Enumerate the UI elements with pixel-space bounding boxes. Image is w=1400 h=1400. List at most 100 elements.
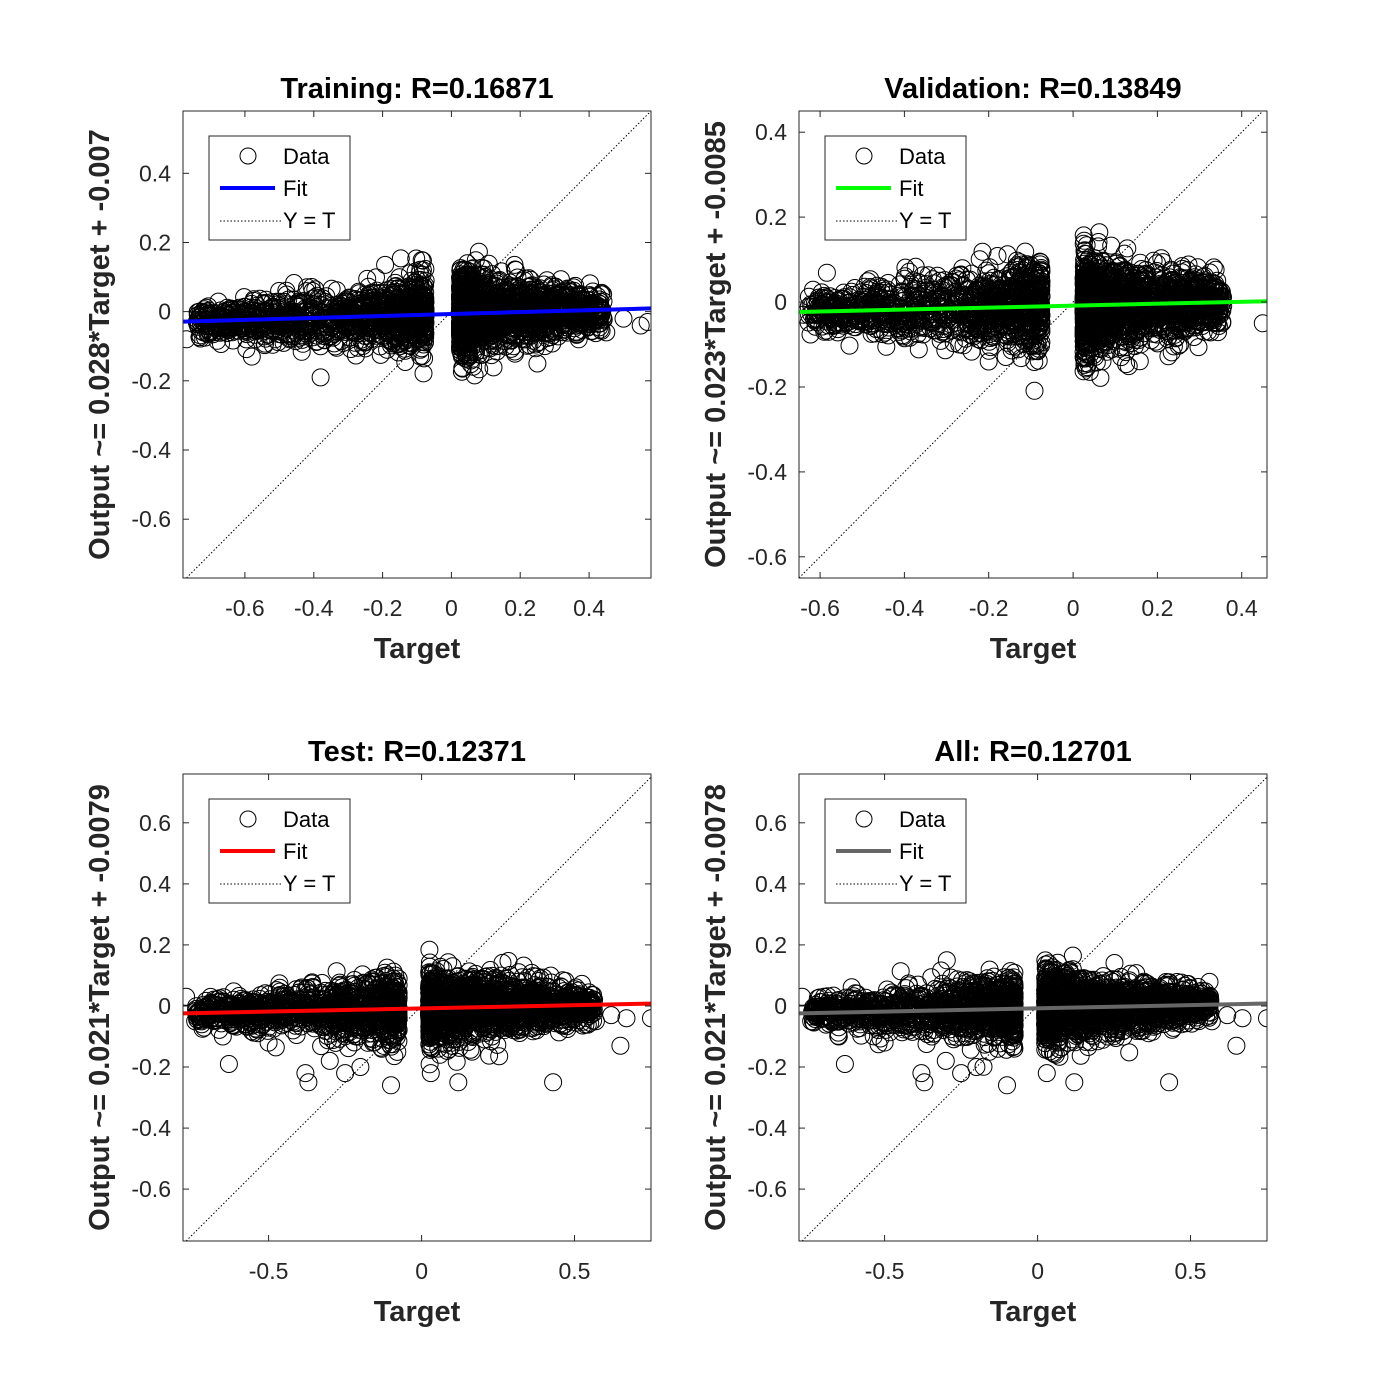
data-point-cloud — [367, 268, 385, 287]
data-point-cloud — [292, 342, 311, 361]
data-point-cloud — [355, 333, 374, 352]
y-tick-label: -0.4 — [131, 437, 171, 463]
data-point-cloud — [1007, 258, 1026, 277]
data-point-cloud — [506, 344, 524, 363]
data-point — [242, 347, 261, 366]
data-point-cloud — [1074, 226, 1093, 245]
x-tick-label: -0.4 — [294, 595, 334, 621]
data-point-cloud — [1102, 236, 1121, 255]
data-point-cloud — [453, 335, 471, 354]
data-point — [545, 319, 564, 338]
data-point-cloud — [307, 333, 326, 351]
data-point-cloud — [909, 340, 928, 359]
data-point-cloud — [877, 337, 896, 356]
plot-content — [183, 111, 651, 578]
data-point — [473, 316, 492, 335]
data-point-cloud — [189, 314, 208, 333]
data-point-cloud — [542, 277, 561, 296]
data-point — [521, 326, 540, 345]
y-tick-label: 0.4 — [139, 160, 171, 186]
data-point-cloud — [319, 310, 338, 329]
data-point-cloud — [953, 259, 972, 278]
data-point-cloud — [344, 302, 363, 321]
data-point-cloud — [413, 327, 432, 346]
y-tick-label: -0.2 — [131, 368, 171, 394]
data-point-cloud — [970, 250, 989, 269]
identity-line — [186, 111, 651, 578]
data-point — [346, 333, 365, 352]
data-point-cloud — [1012, 349, 1030, 368]
data-point-cloud — [391, 249, 410, 268]
data-point-cloud — [461, 355, 480, 374]
data-point-cloud — [315, 331, 334, 350]
data-point — [373, 326, 392, 345]
data-cloud — [188, 242, 613, 385]
data-point-cloud — [414, 364, 433, 383]
data-point — [194, 323, 213, 342]
data-point — [504, 323, 523, 342]
data-point-cloud — [303, 321, 322, 340]
data-point — [380, 295, 399, 314]
x-tick-label: -0.6 — [225, 595, 265, 621]
data-point-cloud — [346, 346, 365, 365]
data-point-cloud — [981, 338, 1000, 357]
data-point-cloud — [973, 242, 992, 261]
y-axis-label: Output ~= 0.028*Target + -0.007 — [84, 129, 116, 560]
data-point-cloud — [499, 305, 518, 324]
x-axis-label: Target — [374, 633, 461, 665]
data-point-cloud — [317, 287, 336, 306]
data-point-cloud — [817, 263, 836, 282]
data-point-cloud — [1032, 286, 1051, 305]
data-point-cloud — [246, 325, 265, 344]
data-point-cloud — [1031, 255, 1050, 274]
data-point-cloud — [538, 284, 557, 303]
data-point — [638, 313, 651, 331]
data-point-cloud — [415, 349, 434, 368]
data-point — [311, 368, 330, 387]
data-point-cloud — [412, 251, 431, 270]
data-point — [511, 292, 530, 311]
data-point-cloud — [390, 268, 409, 287]
data-point — [504, 337, 523, 356]
data-point-cloud — [861, 270, 880, 289]
data-point-cloud — [806, 306, 825, 324]
x-tick-label: 0 — [445, 595, 458, 621]
data-point-cloud — [515, 269, 534, 288]
data-point-cloud — [1171, 335, 1190, 354]
data-point-cloud — [543, 334, 562, 353]
data-point-cloud — [1077, 236, 1096, 255]
data-point — [480, 288, 499, 307]
data-point-cloud — [1032, 336, 1050, 355]
data-point-cloud — [393, 328, 412, 346]
data-point — [463, 271, 482, 290]
data-point-cloud — [570, 315, 589, 334]
regression-panel-1: -0.6 -0.4 -0.2 0 0.2 0.4-0.6-0.4-0.200.20.4Tr… — [84, 73, 652, 665]
data-point-cloud — [455, 273, 474, 292]
data-point — [218, 316, 237, 335]
data-point-cloud — [406, 262, 425, 281]
data-point-cloud — [574, 297, 593, 316]
data-point — [583, 313, 602, 331]
data-point-cloud — [415, 287, 434, 305]
data-point-cloud — [1005, 267, 1024, 286]
data-point — [270, 313, 289, 331]
data-point-cloud — [998, 318, 1017, 337]
data-point-cloud — [244, 291, 263, 310]
data-point-cloud — [934, 322, 953, 341]
data-point-cloud — [326, 337, 345, 356]
data-point-cloud — [259, 325, 278, 344]
fit-line — [183, 306, 651, 324]
data-point-cloud — [1131, 335, 1150, 354]
legend-data-marker — [239, 147, 257, 165]
data-point-cloud — [535, 275, 553, 294]
data-point — [528, 354, 547, 373]
x-tick-label: -0.2 — [363, 595, 403, 621]
data-point-cloud — [1159, 347, 1178, 366]
y-tick-label: -0.6 — [131, 506, 171, 532]
data-point-cloud — [928, 266, 947, 285]
data-point — [411, 340, 430, 359]
data-point-cloud — [451, 333, 470, 352]
data-point-cloud — [482, 346, 501, 365]
data-point-cloud — [411, 276, 430, 295]
